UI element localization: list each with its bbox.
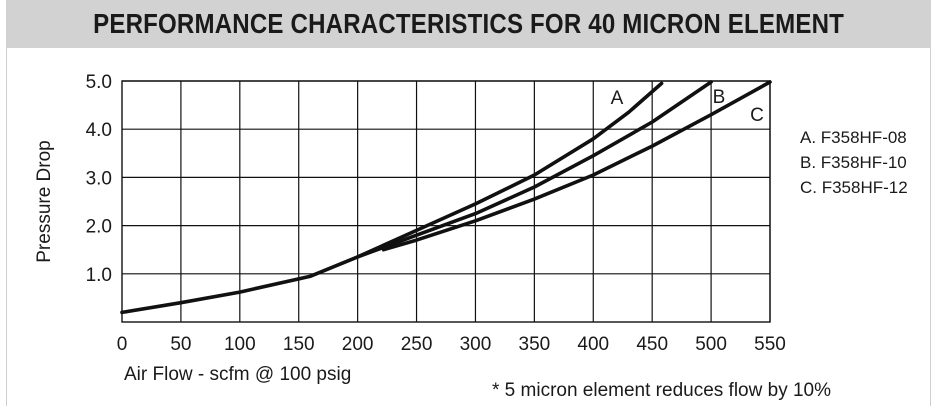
title-bar: PERFORMANCE CHARACTERISTICS FOR 40 MICRO… [6, 0, 931, 48]
x-tick-label-550: 550 [754, 334, 786, 355]
x-tick-label-200: 200 [342, 334, 374, 355]
y-tick-label-3: 3.0 [86, 168, 112, 189]
series-label-a: A [611, 88, 624, 109]
x-tick-label-500: 500 [695, 334, 727, 355]
series-line-c [381, 80, 772, 252]
y-tick-label-2: 2.0 [86, 217, 112, 238]
x-tick-label-400: 400 [577, 334, 609, 355]
y-tick-label-1: 1.0 [86, 265, 112, 286]
x-tick-label-0: 0 [117, 334, 128, 355]
legend-entry-3: C. F358HF-12 [800, 178, 908, 197]
series-line-a [120, 81, 664, 315]
series-line-b [355, 80, 713, 259]
plot-area-border [121, 80, 771, 323]
x-tick-label-100: 100 [224, 334, 256, 355]
series-label-c: C [750, 105, 764, 126]
x-tick-label-50: 50 [170, 334, 191, 355]
y-tick-label-4: 4.0 [86, 120, 112, 141]
series-label-b: B [713, 87, 726, 108]
footnote: * 5 micron element reduces flow by 10% [492, 380, 831, 401]
legend-entry-1: A. F358HF-08 [800, 128, 907, 147]
x-tick-label-150: 150 [283, 334, 315, 355]
x-tick-label-300: 300 [460, 334, 492, 355]
legend-entry-2: B. F358HF-10 [800, 153, 907, 172]
x-tick-label-450: 450 [636, 334, 668, 355]
chart-title: PERFORMANCE CHARACTERISTICS FOR 40 MICRO… [93, 8, 844, 39]
y-tick-label-5: 5.0 [86, 72, 112, 93]
x-axis-label: Air Flow - scfm @ 100 psig [124, 364, 351, 385]
y-axis-label: Pressure Drop [34, 140, 55, 263]
frame-right-border [930, 48, 931, 406]
frame-left-border [6, 48, 7, 406]
x-tick-label-350: 350 [519, 334, 551, 355]
x-tick-label-250: 250 [401, 334, 433, 355]
